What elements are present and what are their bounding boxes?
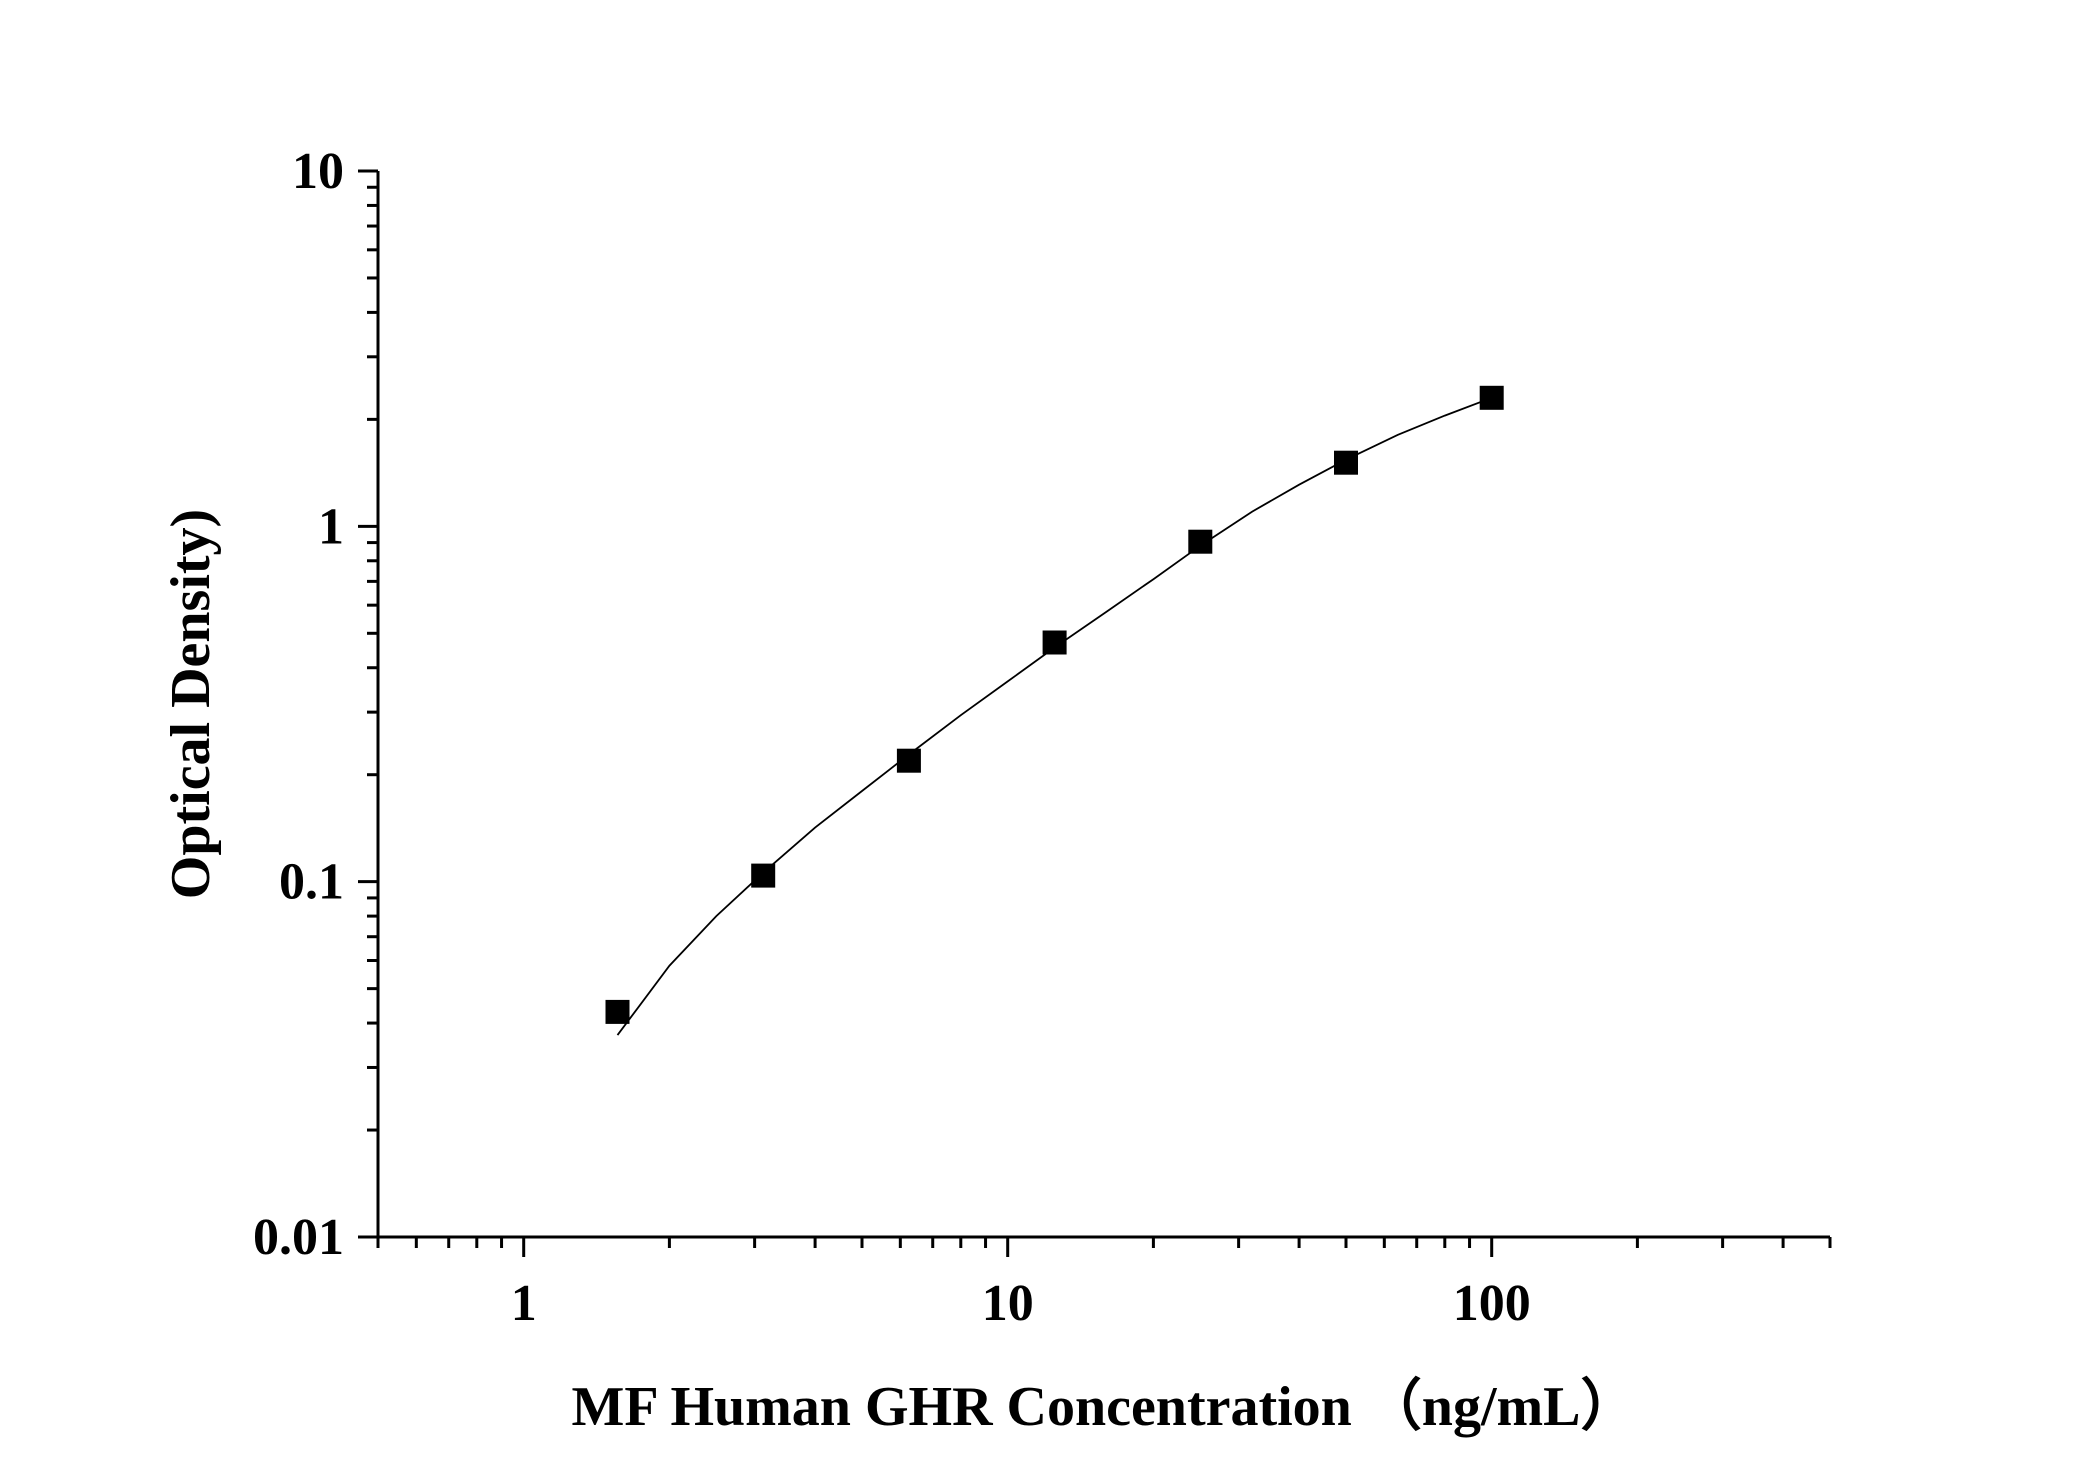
x-tick-label: 10 — [982, 1275, 1034, 1332]
fit-curve — [616, 396, 1493, 1036]
y-axis-title: Optical Density) — [160, 509, 222, 899]
y-tick-label: 1 — [318, 498, 344, 555]
y-axis-ticks — [358, 169, 378, 1239]
x-tick-label: 100 — [1453, 1275, 1531, 1332]
data-points — [605, 385, 1504, 1024]
x-axis-title: MF Human GHR Concentration （ng/mL） — [571, 1375, 1636, 1438]
data-point — [1334, 450, 1358, 475]
y-tick-label: 0.1 — [279, 854, 344, 911]
y-tick-label: 0.01 — [253, 1209, 344, 1266]
data-point — [751, 863, 776, 888]
plot-area: 0.01 0.1 1 10 1 10 100 — [253, 143, 1832, 1332]
data-point — [1042, 630, 1067, 655]
data-point — [1188, 529, 1213, 554]
y-tick-label: 10 — [292, 143, 344, 200]
x-tick-label: 1 — [511, 1275, 537, 1332]
x-axis-ticks — [376, 1237, 1832, 1257]
data-point — [605, 999, 630, 1024]
data-point — [896, 748, 921, 773]
x-axis-tick-labels: 1 10 100 — [511, 1275, 1531, 1332]
y-axis-tick-labels: 0.01 0.1 1 10 — [253, 143, 344, 1266]
data-point — [1479, 385, 1504, 410]
